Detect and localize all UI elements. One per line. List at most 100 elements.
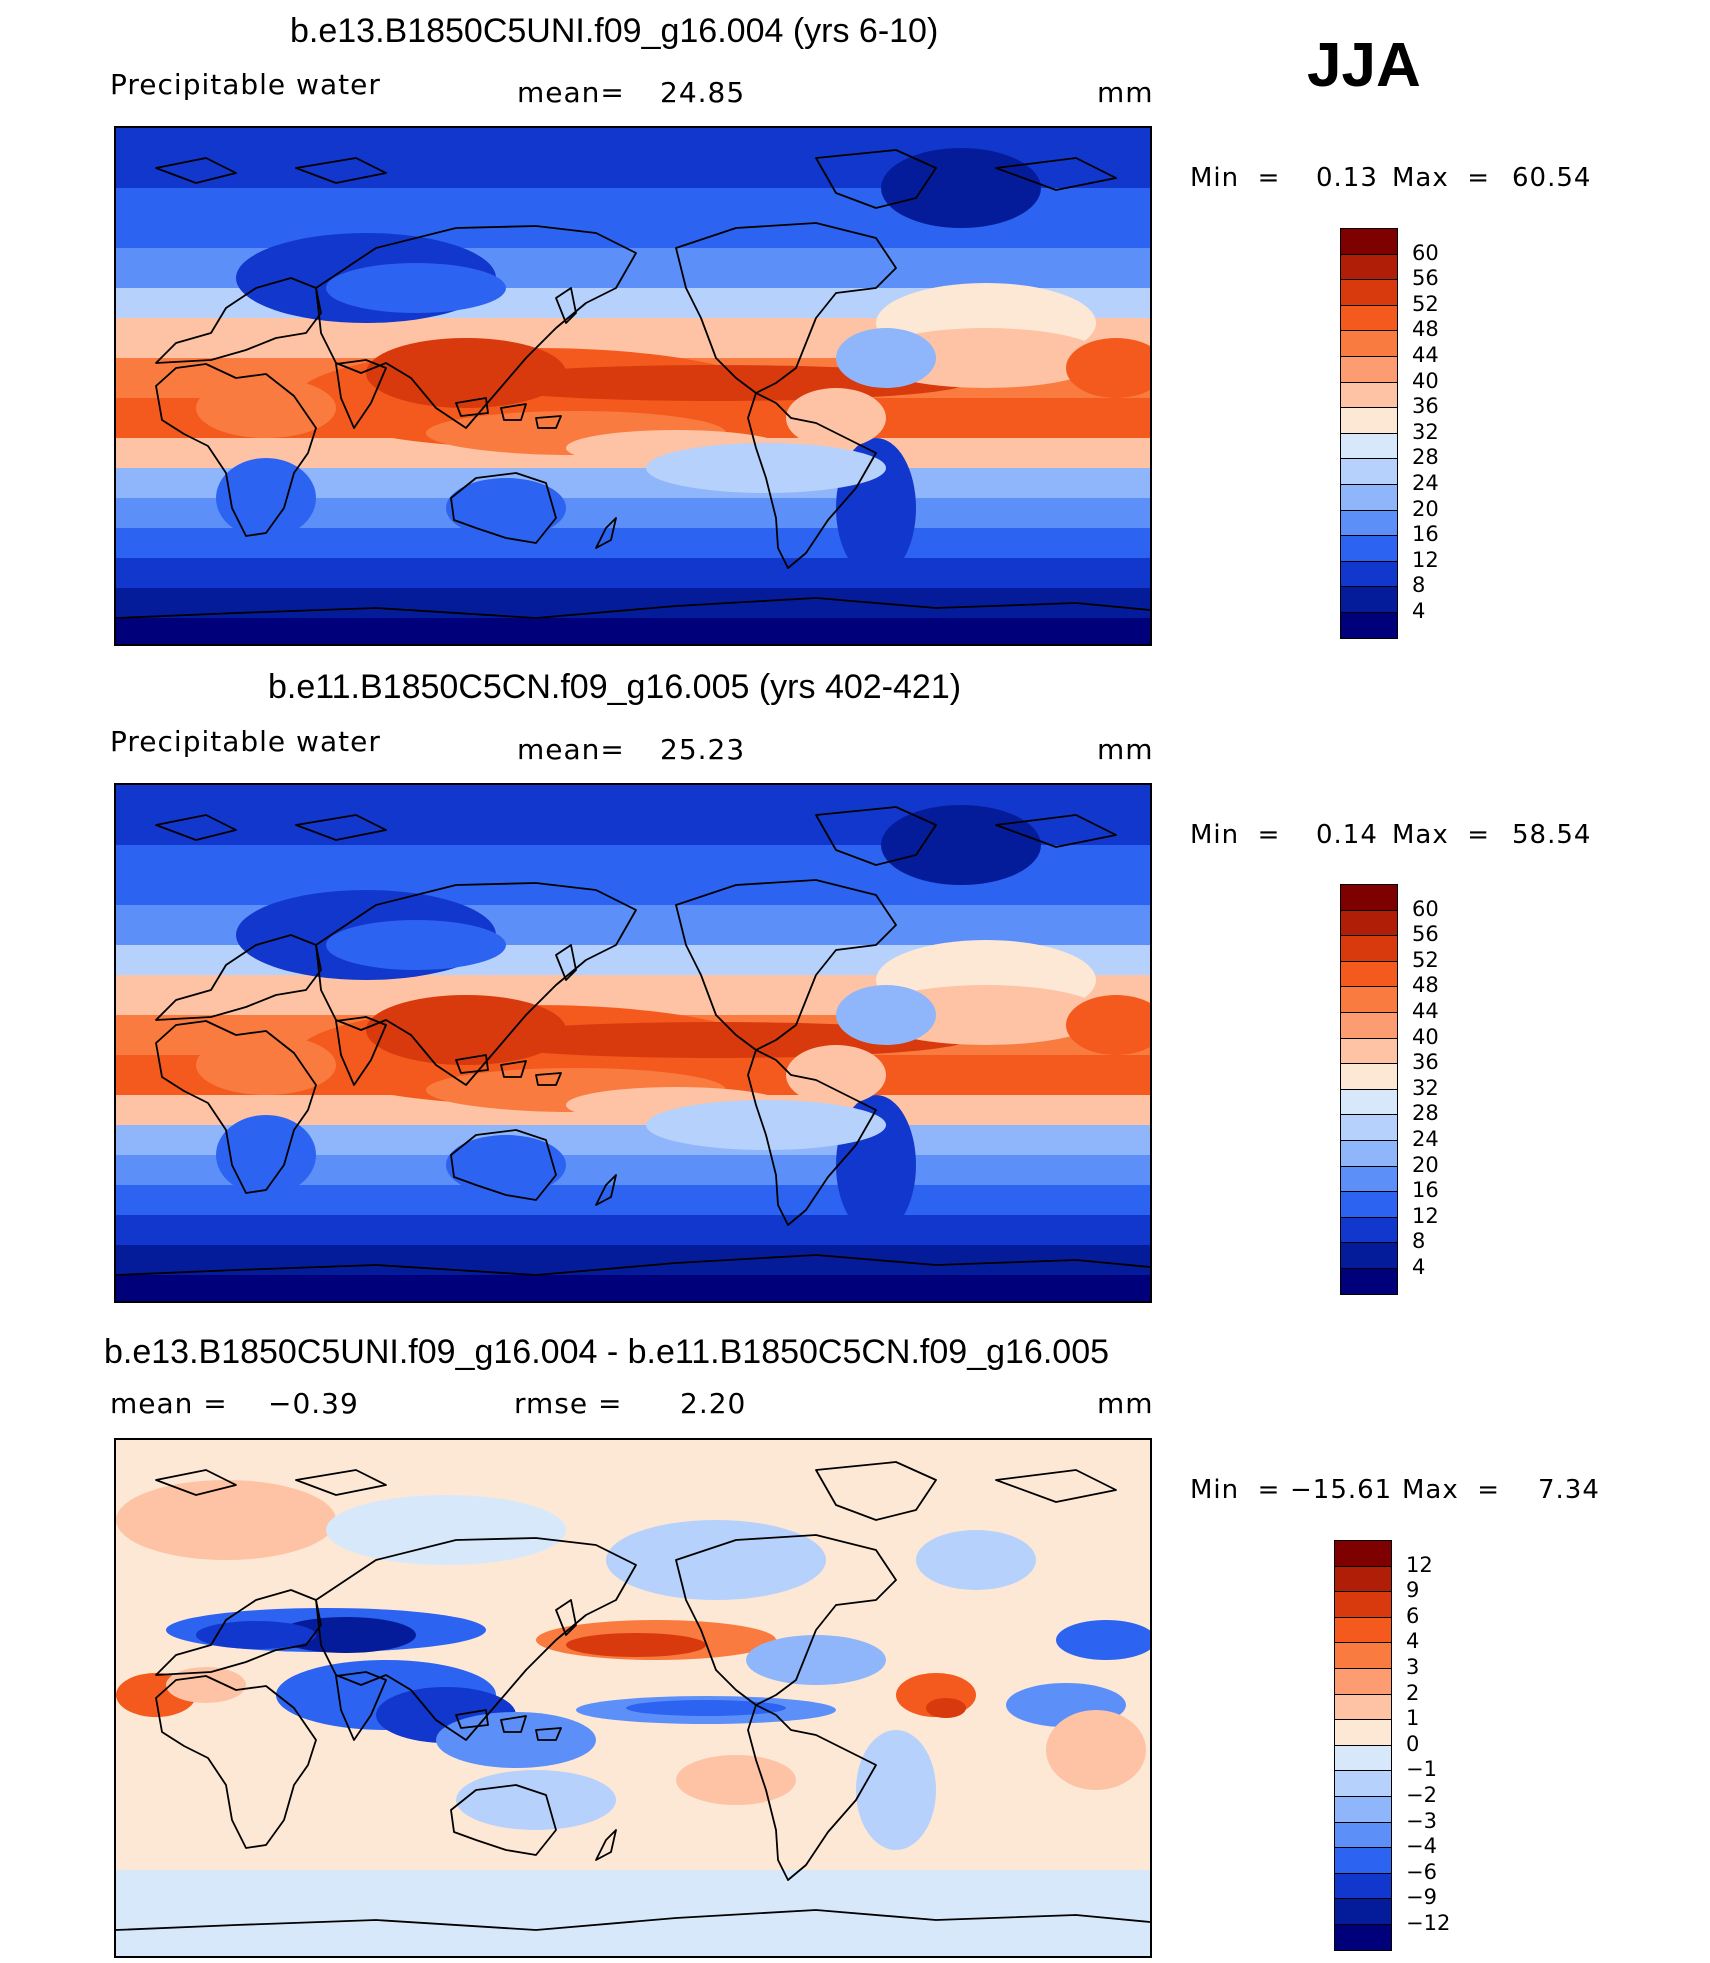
field-band — [116, 1215, 1150, 1245]
field-band — [116, 618, 1150, 644]
panel-2-mean-label: mean= — [517, 733, 625, 766]
panel-3-title: b.e13.B1850C5UNI.f09_g16.004 - b.e11.B18… — [104, 1333, 1110, 1371]
colorbar-swatch — [1340, 381, 1398, 409]
colorbar-swatch — [1340, 960, 1398, 988]
field-region — [216, 1115, 316, 1195]
field-region — [196, 1621, 316, 1649]
field-region — [436, 1712, 596, 1768]
colorbar-swatch — [1340, 253, 1398, 281]
colorbar-tick-label: 24 — [1412, 471, 1439, 495]
panel-3-rmse-value: 2.20 — [680, 1387, 747, 1420]
field-region — [786, 1045, 886, 1105]
colorbar-swatch — [1340, 1012, 1398, 1039]
colorbar-tick-label: 60 — [1412, 896, 1439, 921]
panel-3-map — [114, 1438, 1152, 1958]
colorbar-tick-label: 3 — [1406, 1655, 1420, 1679]
colorbar-swatch — [1334, 1668, 1392, 1695]
colorbar-swatch — [1340, 535, 1398, 562]
coastline — [116, 806, 1150, 1276]
panel-1-units: mm — [1097, 76, 1154, 109]
panel-1-min-value: 0.13 — [1316, 163, 1378, 193]
colorbar-swatch — [1334, 1847, 1392, 1874]
colorbar-tick-label: 4 — [1406, 1629, 1420, 1654]
colorbar-tick-label: 52 — [1412, 947, 1439, 972]
panel-1-mean-value: 24.85 — [660, 76, 746, 109]
colorbar-swatch — [1340, 458, 1398, 485]
panel-3-units: mm — [1097, 1387, 1154, 1420]
colorbar-swatch — [1340, 586, 1398, 613]
panel-3-mean-value: −0.39 — [268, 1387, 359, 1420]
field-region — [606, 1520, 826, 1600]
field-region — [166, 1667, 246, 1703]
field-region — [456, 1770, 616, 1830]
panel-1-map — [114, 126, 1152, 646]
colorbar-swatch — [1340, 509, 1398, 537]
colorbar-tick-label: 40 — [1412, 368, 1439, 393]
colorbar-tick-label: 1 — [1406, 1706, 1420, 1731]
colorbar-swatch — [1340, 1216, 1398, 1244]
colorbar-tick-label: 0 — [1406, 1731, 1420, 1756]
field-region — [926, 1698, 966, 1718]
colorbar-tick-label: 6 — [1406, 1603, 1420, 1628]
field-region — [326, 920, 506, 970]
colorbar-swatch — [1334, 1591, 1392, 1618]
colorbar-swatch — [1334, 1796, 1392, 1823]
field-band — [116, 588, 1150, 618]
colorbar-tick-label: 36 — [1412, 394, 1439, 419]
colorbar-tick-label: 12 — [1406, 1552, 1433, 1577]
panel-2-title: b.e11.B1850C5CN.f09_g16.005 (yrs 402-421… — [268, 668, 962, 706]
colorbar-tick-label: 44 — [1412, 343, 1439, 367]
field-region — [836, 328, 936, 388]
field-region — [326, 263, 506, 313]
panel-3-max-value: 7.34 — [1538, 1475, 1600, 1505]
colorbar-swatch — [1340, 1114, 1398, 1141]
field-region — [676, 1755, 796, 1805]
panel-2-max-value: 58.54 — [1512, 820, 1592, 850]
colorbar-tick-label: −12 — [1406, 1911, 1451, 1935]
colorbar-swatch — [1340, 909, 1398, 937]
coastline — [116, 1461, 1150, 1931]
colorbar-swatch — [1334, 1770, 1392, 1797]
field-region — [916, 1530, 1036, 1590]
field-region — [1066, 338, 1150, 398]
colorbar-swatch — [1340, 484, 1398, 511]
colorbar-tick-label: 9 — [1406, 1578, 1420, 1603]
panel-2-map — [114, 783, 1152, 1303]
field-region — [881, 805, 1041, 885]
field-region — [196, 1035, 336, 1095]
colorbar-tick-label: 36 — [1412, 1050, 1439, 1075]
field-region — [746, 1635, 886, 1685]
colorbar-swatch — [1334, 1616, 1392, 1644]
colorbar-swatch — [1340, 1037, 1398, 1065]
colorbar-swatch — [1334, 1565, 1392, 1593]
field-region — [446, 478, 566, 538]
colorbar-tick-label: 32 — [1412, 419, 1439, 444]
field-band — [116, 558, 1150, 588]
panel-1-min-label: Min = — [1190, 163, 1281, 193]
colorbar-tick-label: −1 — [1406, 1757, 1437, 1782]
panel-1-mean-label: mean= — [517, 76, 625, 109]
panel-3-min-label: Min = — [1190, 1475, 1281, 1505]
colorbar-swatch — [1340, 1140, 1398, 1167]
colorbar-swatch — [1340, 986, 1398, 1013]
colorbar-tick-label: 44 — [1412, 999, 1439, 1023]
panel-2-units: mm — [1097, 733, 1154, 766]
colorbar-swatch — [1334, 1642, 1392, 1669]
panel-3-rmse-label: rmse = — [514, 1387, 623, 1420]
field-region — [1056, 1620, 1150, 1660]
colorbar-tick-label: −6 — [1406, 1859, 1437, 1884]
field-region — [786, 388, 886, 448]
field-region — [646, 1100, 886, 1150]
field-region — [856, 1730, 936, 1850]
colorbar-swatch — [1340, 356, 1398, 383]
field-region — [566, 1633, 706, 1657]
colorbar-swatch — [1340, 1268, 1398, 1295]
colorbar-swatch — [1340, 935, 1398, 962]
panel-3-min-value: −15.61 — [1290, 1475, 1393, 1505]
panel-3-max-label: Max = — [1402, 1475, 1501, 1505]
colorbar-tick-label: 2 — [1406, 1680, 1420, 1705]
panel-1-max-label: Max = — [1392, 163, 1491, 193]
colorbar-tick-label: 24 — [1412, 1127, 1439, 1151]
field-region — [196, 378, 336, 438]
field-band — [116, 1275, 1150, 1301]
